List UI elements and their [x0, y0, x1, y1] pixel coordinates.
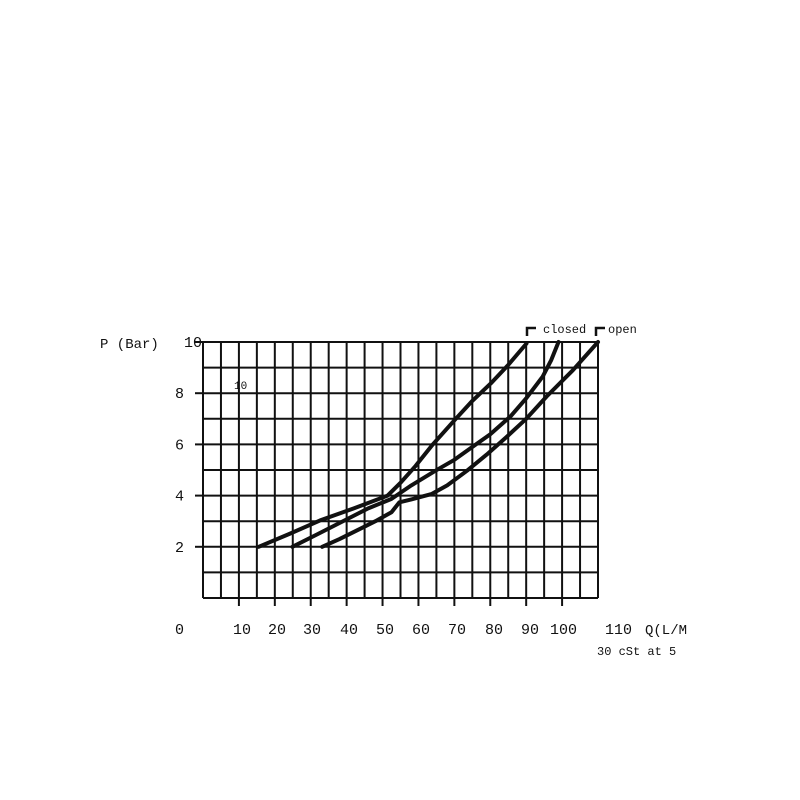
x-axis-label: Q(L/M: [645, 623, 687, 639]
legend-closed: closed: [543, 323, 586, 337]
x-tick-label: 70: [448, 622, 466, 639]
series-line-2: [290, 340, 561, 549]
x-tick-label: 40: [340, 622, 358, 639]
x-tick-label: 100: [550, 622, 577, 639]
labels: P (Bar) Q(L/M 30 cSt at 5 10 closed open…: [100, 323, 687, 659]
x-tick-label: 50: [376, 622, 394, 639]
x-tick-label: 110: [605, 622, 632, 639]
y-tick-label: 2: [175, 540, 184, 557]
legend-open: open: [608, 323, 637, 337]
x-tick-label: 30: [303, 622, 321, 639]
x-tick-label: 90: [521, 622, 539, 639]
y-tick-label: 6: [175, 437, 184, 454]
legend-marker-closed: [525, 326, 536, 336]
series-line-3: [320, 340, 600, 549]
series-lines: [256, 340, 600, 549]
y-tick-label: 8: [175, 386, 184, 403]
viscosity-note: 30 cSt at 5: [597, 645, 676, 659]
y-tick-label: 4: [175, 489, 184, 506]
x-tick-label: 10: [233, 622, 251, 639]
x-tick-label: 0: [175, 622, 184, 639]
x-tick-label: 80: [485, 622, 503, 639]
series-line-1: [256, 341, 529, 549]
y-axis-label: P (Bar): [100, 337, 159, 353]
x-tick-label: 20: [268, 622, 286, 639]
x-tick-label: 60: [412, 622, 430, 639]
legend-marker-open: [594, 326, 605, 336]
y-tick-label: 10: [184, 335, 202, 352]
inner-label: 10: [234, 381, 247, 393]
